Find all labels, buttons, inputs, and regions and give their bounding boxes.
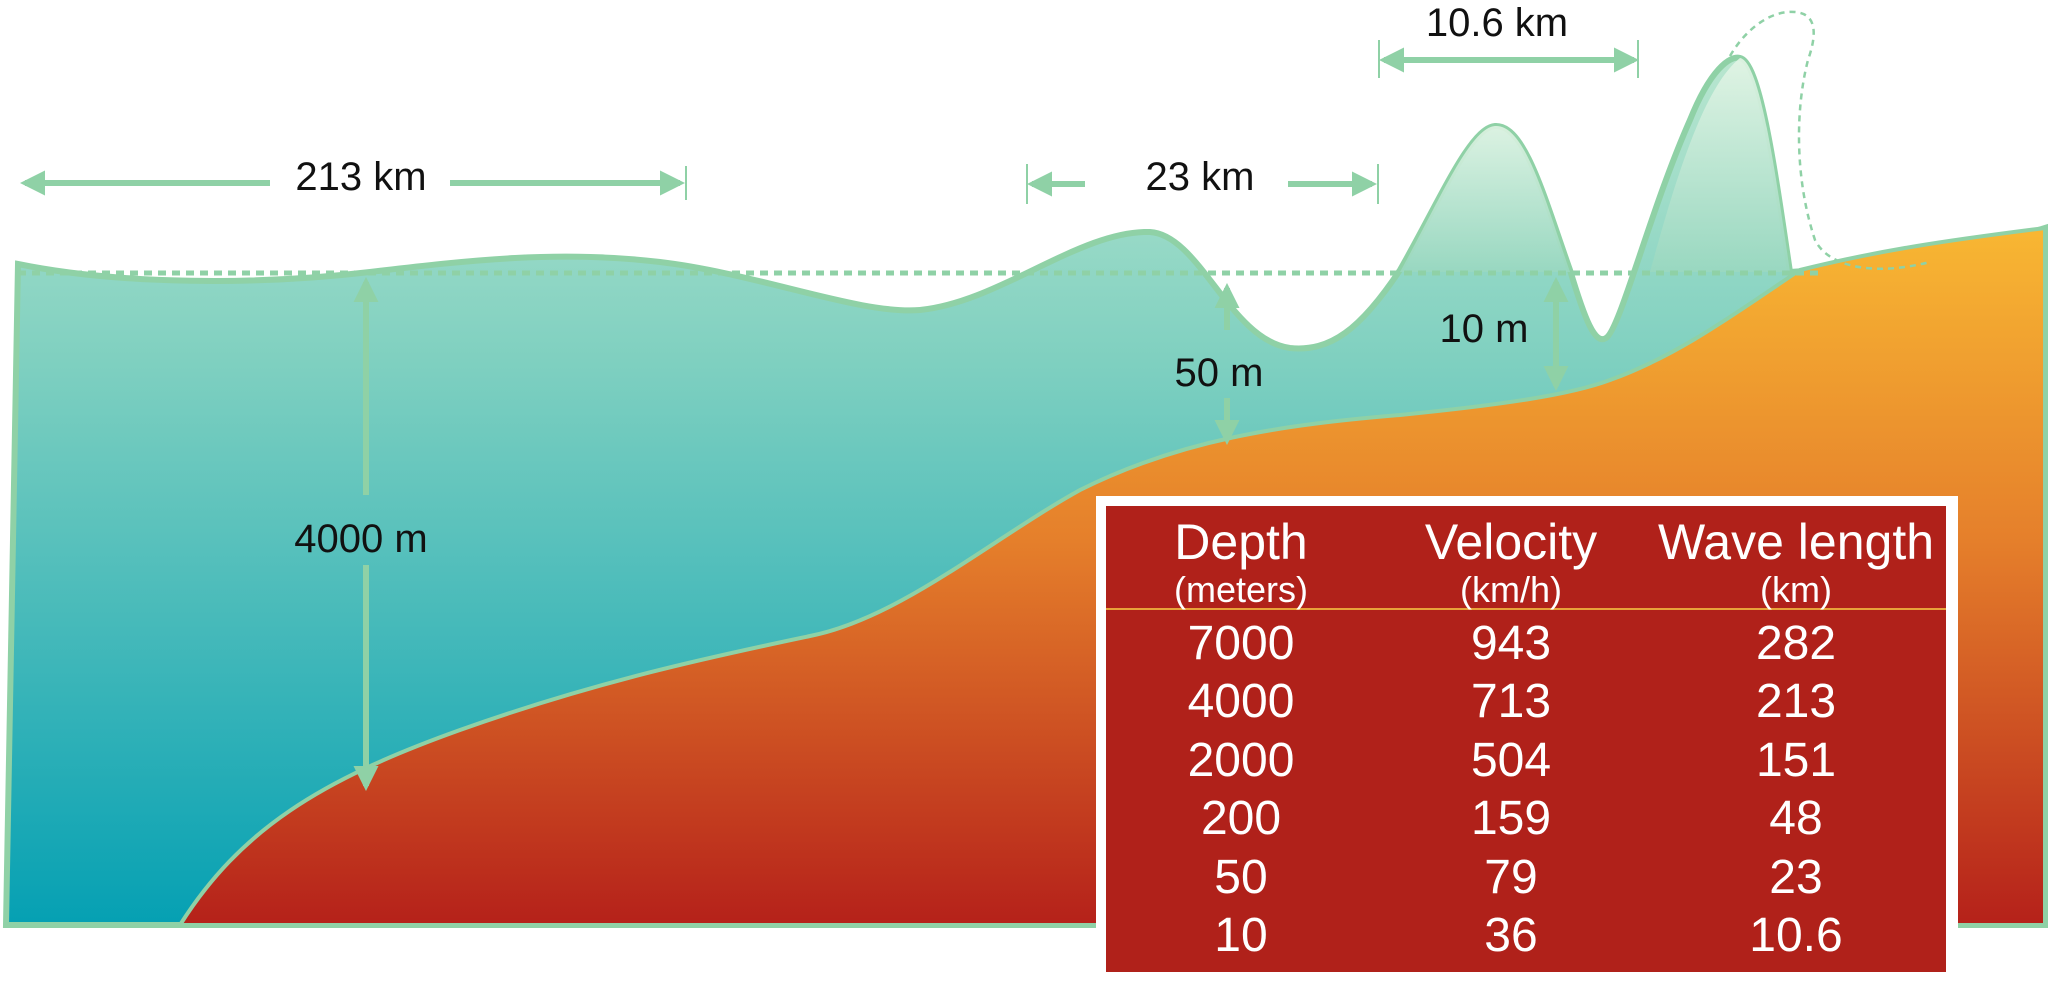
cell-velocity: 713 bbox=[1470, 675, 1552, 729]
cell-wave-length: 48 bbox=[1769, 792, 1823, 846]
cell-wave-length: 10.6 bbox=[1749, 909, 1843, 963]
cell-wave-length: 151 bbox=[1755, 733, 1837, 787]
breaking-wave-outline bbox=[1728, 10, 1931, 270]
table-row: 10 36 10.6 bbox=[1106, 907, 1946, 966]
cell-wave-length: 23 bbox=[1769, 850, 1823, 904]
cell-velocity: 36 bbox=[1484, 909, 1538, 963]
label-4000-m: 4000 m bbox=[294, 517, 427, 561]
header-velocity-name: Velocity bbox=[1424, 514, 1598, 570]
cell-depth: 7000 bbox=[1187, 616, 1295, 670]
cell-velocity: 504 bbox=[1470, 733, 1552, 787]
label-10-m: 10 m bbox=[1440, 307, 1529, 351]
wave-crest-breaking bbox=[1650, 58, 1790, 272]
cell-velocity: 79 bbox=[1484, 850, 1538, 904]
cell-depth: 2000 bbox=[1187, 733, 1295, 787]
label-10-6-km: 10.6 km bbox=[1426, 1, 1568, 45]
label-213-km: 213 km bbox=[295, 155, 426, 199]
header-wave-length-unit: (km) bbox=[1760, 569, 1832, 610]
cell-depth: 200 bbox=[1200, 792, 1282, 846]
cell-depth: 4000 bbox=[1187, 675, 1295, 729]
header-depth: Depth (meters) bbox=[1106, 506, 1376, 610]
header-wave-length: Wave length (km) bbox=[1646, 506, 1946, 610]
label-23-km: 23 km bbox=[1146, 155, 1255, 199]
cell-wave-length: 282 bbox=[1755, 616, 1837, 670]
table-row: 50 79 23 bbox=[1106, 848, 1946, 907]
label-50-m: 50 m bbox=[1175, 351, 1264, 395]
header-wave-length-name: Wave length bbox=[1657, 514, 1935, 570]
table-header: Depth (meters) Velocity (km/h) Wave leng… bbox=[1106, 506, 1946, 610]
header-depth-unit: (meters) bbox=[1174, 569, 1308, 610]
cell-velocity: 159 bbox=[1470, 792, 1552, 846]
header-velocity-unit: (km/h) bbox=[1460, 569, 1562, 610]
header-depth-name: Depth bbox=[1174, 514, 1308, 570]
table-row: 4000 713 213 bbox=[1106, 673, 1946, 732]
table-body: Depth (meters) Velocity (km/h) Wave leng… bbox=[1106, 506, 1946, 972]
table-row: 200 159 48 bbox=[1106, 790, 1946, 849]
tsunami-data-table: Depth (meters) Velocity (km/h) Wave leng… bbox=[1096, 496, 1958, 984]
cell-wave-length: 213 bbox=[1755, 675, 1837, 729]
table-row: 2000 504 151 bbox=[1106, 731, 1946, 790]
header-velocity: Velocity (km/h) bbox=[1376, 506, 1646, 610]
wave-crest-10-6 bbox=[1400, 125, 1570, 272]
table-rows: 7000 943 282 4000 713 213 2000 504 151 2… bbox=[1106, 610, 1946, 965]
table-row: 7000 943 282 bbox=[1106, 614, 1946, 673]
cell-depth: 10 bbox=[1214, 909, 1268, 963]
cell-depth: 50 bbox=[1214, 850, 1268, 904]
cell-velocity: 943 bbox=[1470, 616, 1552, 670]
